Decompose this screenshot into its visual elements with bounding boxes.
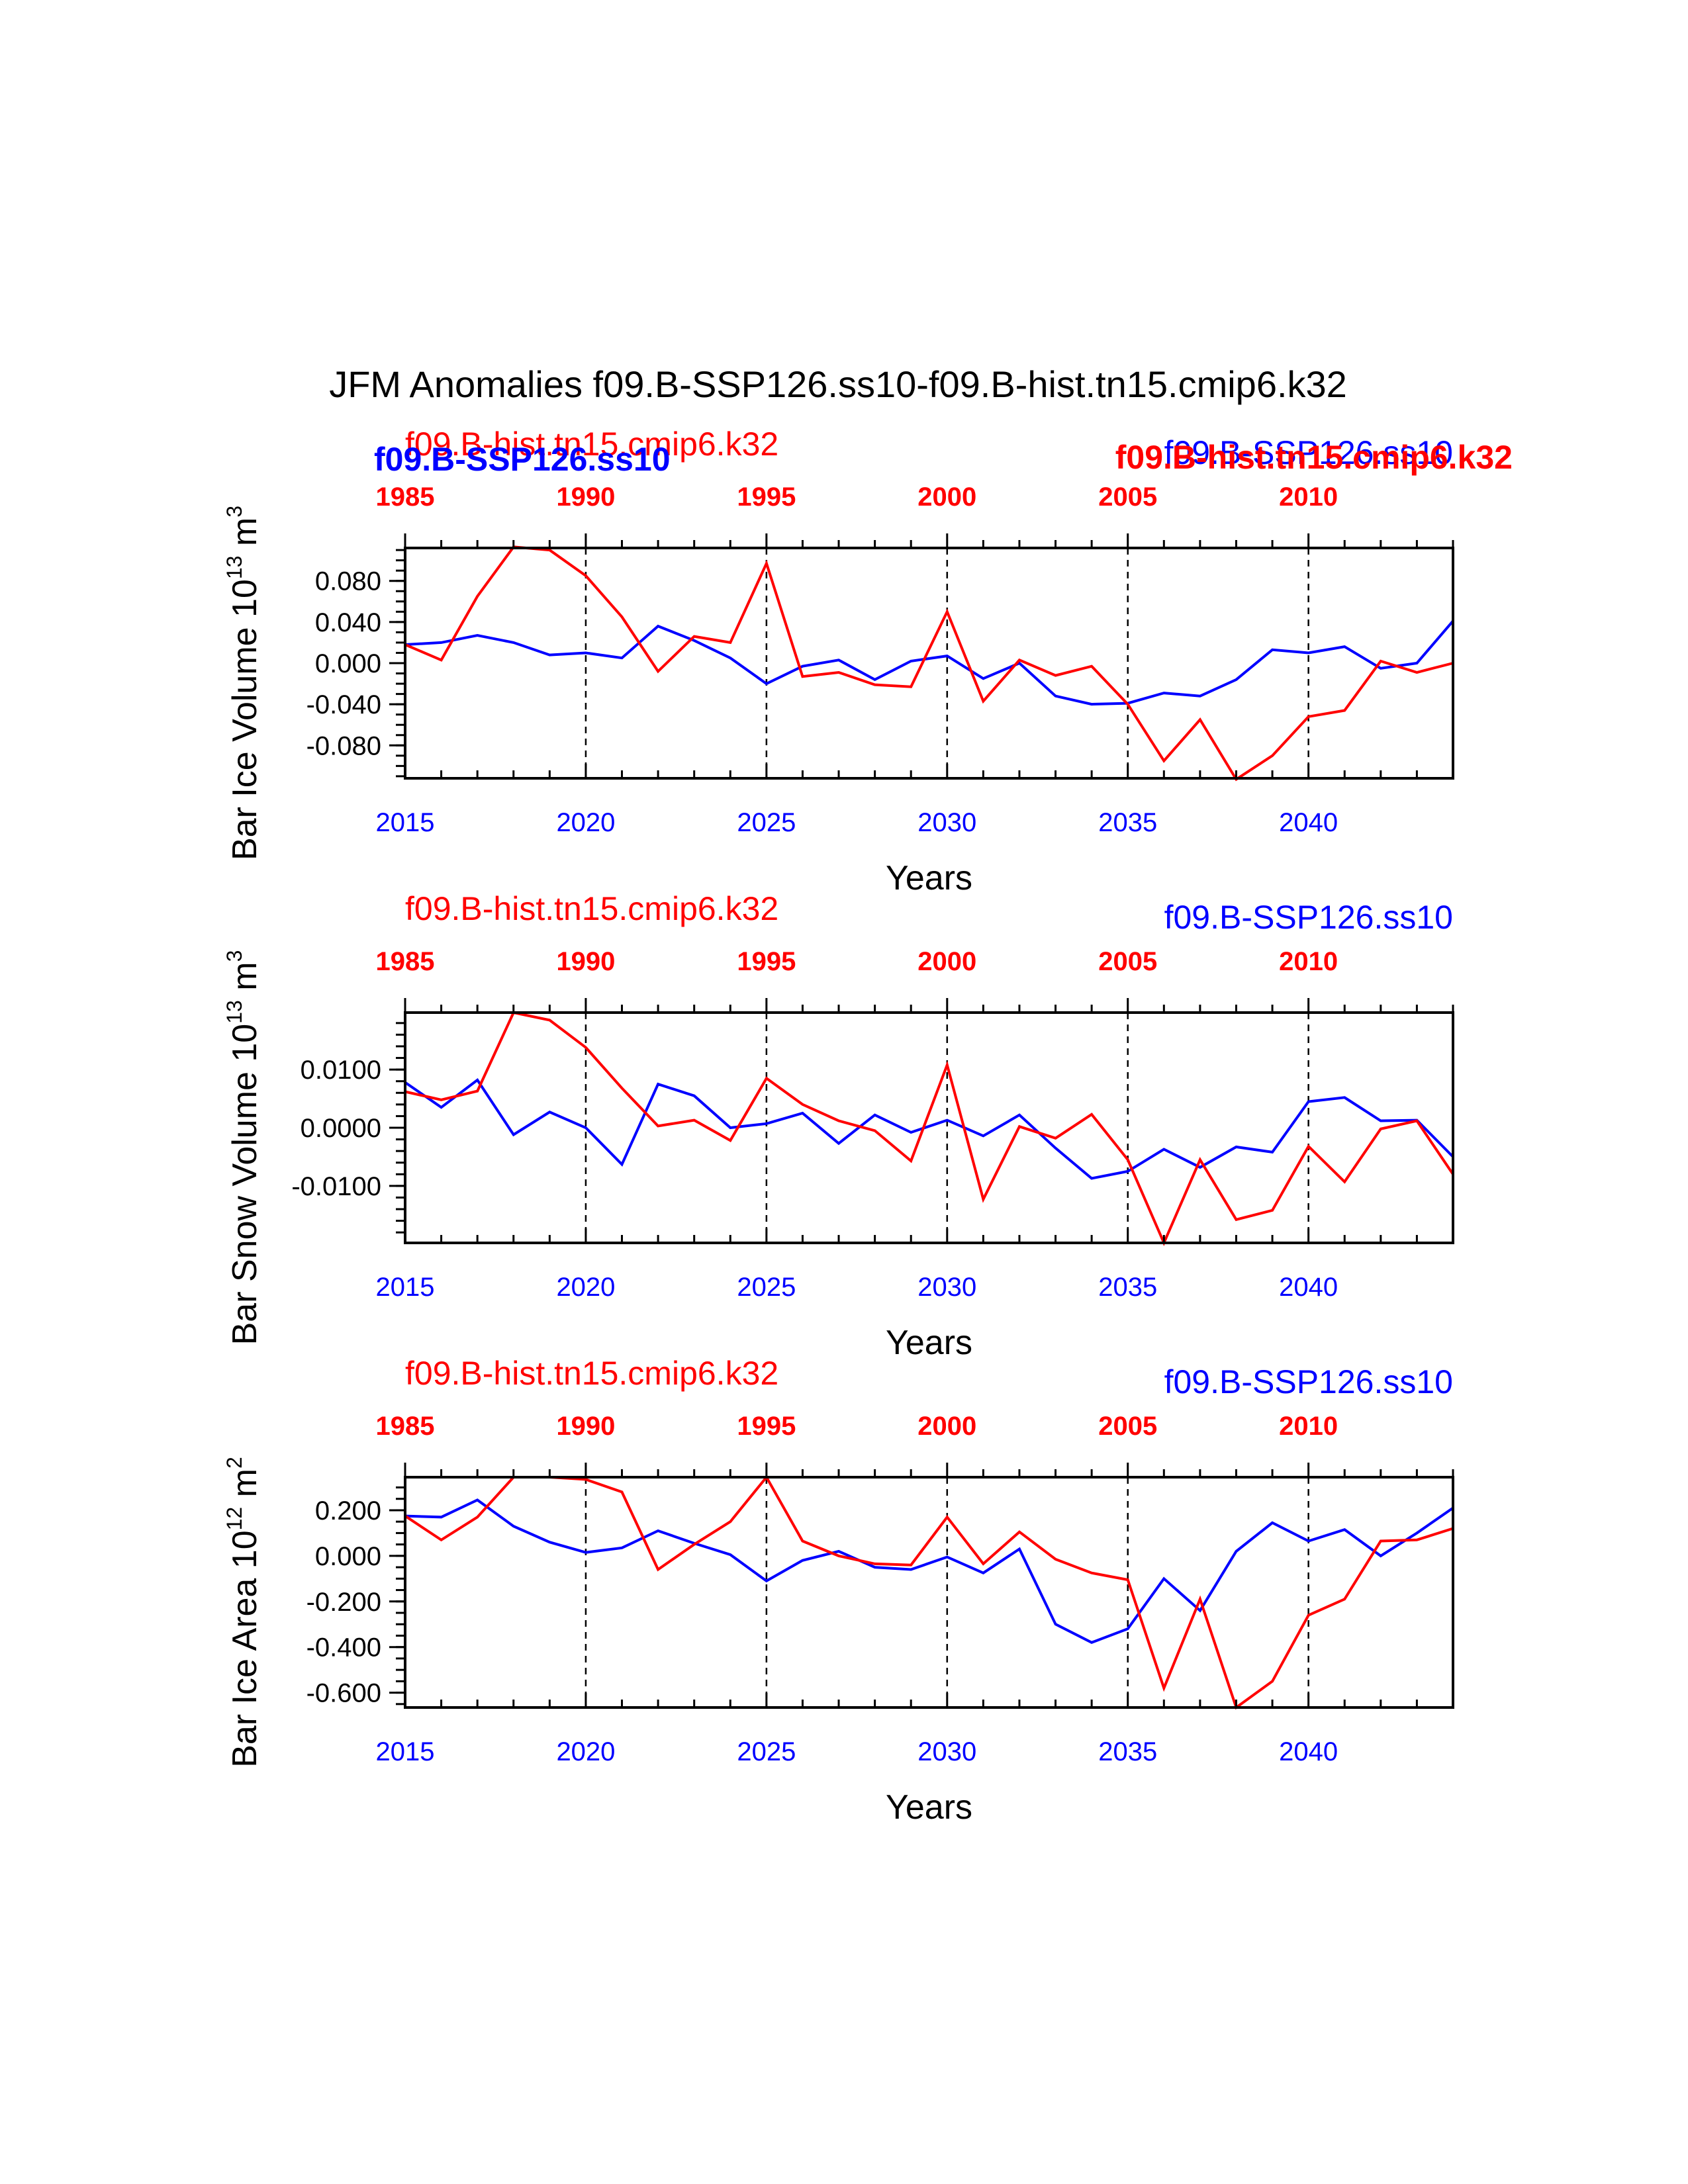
chart-panel-1: -0.080 -0.040 0.000 0.040 0.080 2015 2020 2025 2… bbox=[222, 426, 1513, 897]
top-tick-label: 2005 bbox=[1098, 482, 1157, 512]
legend-hist-label: f09.B-hist.tn15.cmip6.k32 bbox=[405, 426, 778, 463]
bottom-tick-label: 2020 bbox=[556, 808, 615, 837]
top-tick-label: 2010 bbox=[1279, 1412, 1338, 1441]
y-axis-title-exponent: 12 bbox=[222, 1507, 246, 1531]
top-tick-label: 2000 bbox=[917, 947, 976, 976]
y-tick-label: -0.200 bbox=[306, 1588, 381, 1617]
x-axis-title: Years bbox=[886, 1324, 972, 1362]
bottom-tick-label: 2035 bbox=[1098, 1737, 1157, 1766]
y-axis-title-unit: m bbox=[226, 962, 264, 1000]
bottom-tick-label: 2015 bbox=[376, 1737, 435, 1766]
y-axis-title-main: Bar Snow Volume 10 bbox=[226, 1024, 264, 1345]
bottom-tick-label: 2035 bbox=[1098, 808, 1157, 837]
top-tick-label: 2005 bbox=[1098, 1412, 1157, 1441]
series-line-hist bbox=[404, 1475, 1454, 1710]
y-axis-title-exponent: 13 bbox=[222, 556, 246, 580]
top-tick-label: 2000 bbox=[917, 1412, 976, 1441]
figure-title: JFM Anomalies f09.B-SSP126.ss10-f09.B-hi… bbox=[329, 363, 1347, 405]
bottom-tick-label: 2030 bbox=[917, 1273, 976, 1302]
series-line-ssp126 bbox=[404, 619, 1454, 706]
y-axis-title-unit: m bbox=[226, 1469, 264, 1507]
y-axis-title: Bar Snow Volume 1013 m3 bbox=[222, 950, 264, 1345]
y-axis-title-unit: m bbox=[226, 518, 264, 556]
chart-panels: -0.080 -0.040 0.000 0.040 0.080 2015 2020 2025 2… bbox=[222, 426, 1513, 1827]
bottom-tick-label: 2040 bbox=[1279, 808, 1338, 837]
bottom-tick-label: 2040 bbox=[1279, 1273, 1338, 1302]
top-tick-label: 1985 bbox=[376, 947, 435, 976]
bottom-tick-label: 2025 bbox=[737, 1273, 796, 1302]
top-tick-label: 1995 bbox=[737, 482, 796, 512]
y-tick-label: 0.000 bbox=[315, 649, 381, 678]
y-axis-title-main: Bar Ice Area 10 bbox=[226, 1530, 264, 1767]
bottom-tick-label: 2020 bbox=[556, 1273, 615, 1302]
legend-hist-label: f09.B-hist.tn15.cmip6.k32 bbox=[405, 890, 778, 927]
y-tick-label: 0.0100 bbox=[301, 1056, 381, 1085]
top-tick-label: 1990 bbox=[556, 1412, 615, 1441]
series-line-hist bbox=[404, 545, 1454, 782]
top-tick-label: 1995 bbox=[737, 1412, 796, 1441]
x-axis-title: Years bbox=[886, 1788, 972, 1827]
y-tick-label: 0.0000 bbox=[301, 1114, 381, 1143]
bottom-tick-label: 2030 bbox=[917, 1737, 976, 1766]
top-tick-label: 2005 bbox=[1098, 947, 1157, 976]
overlay-hist-label: f09.B-hist.tn15.cmip6.k32 bbox=[1115, 439, 1513, 476]
y-tick-label: -0.0100 bbox=[291, 1172, 381, 1201]
y-tick-label: 0.040 bbox=[315, 608, 381, 637]
overlay-ssp-label: f09.B-SSP126.ss10 bbox=[374, 441, 671, 478]
x-axis-title: Years bbox=[886, 859, 972, 897]
series-line-ssp126 bbox=[404, 1498, 1454, 1644]
bottom-tick-label: 2025 bbox=[737, 1737, 796, 1766]
chart-panel-3: -0.600 -0.400 -0.200 0.000 0.200 2015 2020 2025… bbox=[222, 1355, 1454, 1827]
y-axis-title: Bar Ice Volume 1013 m3 bbox=[222, 506, 264, 860]
top-tick-label: 1995 bbox=[737, 947, 796, 976]
y-axis-title-main: Bar Ice Volume 10 bbox=[226, 579, 264, 860]
top-tick-label: 1990 bbox=[556, 947, 615, 976]
top-tick-label: 2010 bbox=[1279, 482, 1338, 512]
top-tick-label: 1985 bbox=[376, 482, 435, 512]
chart-panel-2: -0.0100 0.0000 0.0100 2015 2020 2025 2030 2035 2… bbox=[222, 890, 1454, 1362]
bottom-tick-label: 2025 bbox=[737, 808, 796, 837]
series-line-hist bbox=[404, 1011, 1454, 1247]
bottom-tick-label: 2015 bbox=[376, 1273, 435, 1302]
top-tick-label: 1985 bbox=[376, 1412, 435, 1441]
y-axis-title: Bar Ice Area 1012 m2 bbox=[222, 1457, 264, 1768]
y-axis-title-unit-exponent: 3 bbox=[222, 506, 246, 518]
y-axis-title-unit-exponent: 2 bbox=[222, 1457, 246, 1469]
top-tick-label: 2010 bbox=[1279, 947, 1338, 976]
y-tick-label: -0.080 bbox=[306, 731, 381, 760]
top-tick-label: 2000 bbox=[917, 482, 976, 512]
legend-ssp-label: f09.B-SSP126.ss10 bbox=[1164, 434, 1453, 471]
top-tick-label: 1990 bbox=[556, 482, 615, 512]
y-axis-title-unit-exponent: 3 bbox=[222, 950, 246, 962]
y-tick-label: -0.040 bbox=[306, 690, 381, 719]
plot-frame bbox=[404, 1476, 1454, 1709]
bottom-tick-label: 2030 bbox=[917, 808, 976, 837]
y-tick-label: -0.600 bbox=[306, 1679, 381, 1708]
y-tick-label: -0.400 bbox=[306, 1633, 381, 1662]
y-tick-label: 0.000 bbox=[315, 1542, 381, 1571]
legend-ssp-label: f09.B-SSP126.ss10 bbox=[1164, 1363, 1453, 1400]
legend-ssp-label: f09.B-SSP126.ss10 bbox=[1164, 899, 1453, 936]
bottom-tick-label: 2020 bbox=[556, 1737, 615, 1766]
bottom-tick-label: 2035 bbox=[1098, 1273, 1157, 1302]
legend-hist-label: f09.B-hist.tn15.cmip6.k32 bbox=[405, 1355, 778, 1392]
bottom-tick-label: 2015 bbox=[376, 808, 435, 837]
y-tick-label: 0.200 bbox=[315, 1496, 381, 1525]
series-line-ssp126 bbox=[404, 1078, 1454, 1180]
y-axis-title-exponent: 13 bbox=[222, 1000, 246, 1024]
bottom-tick-label: 2040 bbox=[1279, 1737, 1338, 1766]
y-tick-label: 0.080 bbox=[315, 567, 381, 596]
